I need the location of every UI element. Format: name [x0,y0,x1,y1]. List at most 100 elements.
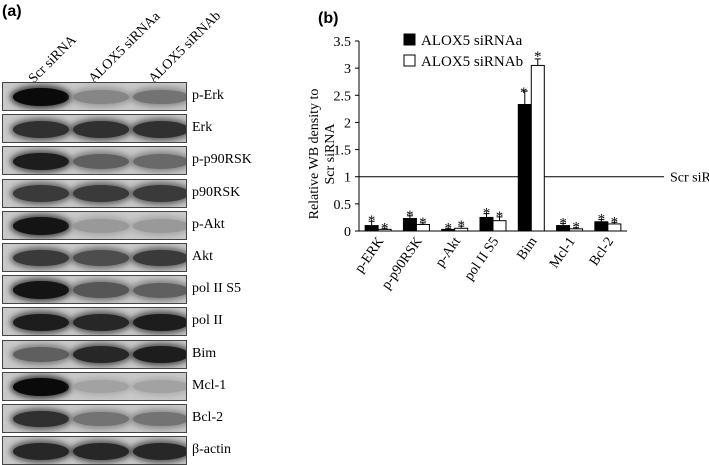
y-tick-label: 3 [344,62,351,77]
legend-label: ALOX5 siRNAb [421,54,523,70]
x-tick-label: p-Akt [433,235,464,270]
significance-marker: * [611,214,619,230]
blot-row [2,339,187,369]
significance-marker: * [572,220,580,236]
blot-band [73,442,129,460]
blot-band [13,281,69,300]
significance-marker: * [534,49,542,65]
blot-row [2,210,187,240]
blot-band [133,120,186,138]
blot-band [13,185,69,202]
blot-band [133,153,186,169]
blot-band [73,153,129,170]
x-tick-label: Bim [514,235,540,263]
y-tick-label: 2 [344,116,351,131]
significance-marker: * [559,215,567,231]
significance-marker: * [520,85,528,101]
legend-swatch [403,54,416,67]
blot-label: Akt [192,249,213,264]
blot-band [73,313,129,331]
bar [517,104,532,232]
blot-band [133,380,186,394]
blot-row [2,114,187,144]
blot-row [2,243,187,272]
blot-label: Bcl-2 [192,410,224,425]
blot-label: p90RSK [192,184,241,200]
x-tick-label: Mcl-1 [547,235,579,272]
blot-row [2,82,187,111]
legend-label: ALOX5 siRNAa [421,33,523,49]
blot-label: pol II [192,313,223,329]
significance-marker: * [419,215,427,231]
significance-marker: * [368,213,376,229]
y-tick-label: 0 [344,225,351,240]
legend-swatch [403,33,416,46]
blot-band [13,152,69,171]
x-tick-label: p-ERK [352,235,387,276]
blot-band [13,88,69,106]
x-tick-label: pol II S5 [462,235,502,284]
blot-band [13,249,69,267]
blot-row [2,436,187,465]
blot-band [133,345,186,364]
significance-marker: * [496,209,504,225]
blot-band [133,185,186,202]
blot-band [73,411,129,427]
blot-label: Erk [192,120,213,136]
blot-label: p-Akt [192,216,225,232]
blot-band [73,185,129,202]
blot-band [73,346,129,364]
reference-line-label: Scr siRNA [670,171,709,186]
blot-band [13,216,69,235]
y-tick-label: 2.5 [334,89,352,104]
blot-row [2,307,187,337]
blot-band [13,313,69,332]
y-tick-label: 0.5 [334,198,352,213]
blot-label: p-Erk [192,88,224,103]
y-axis-label: Relative WB density toScr siRNA [307,89,338,220]
blot-band [133,282,186,298]
blot-band [73,282,129,298]
significance-marker: * [483,206,491,222]
blot-band [133,313,186,332]
blot-row [2,146,187,176]
significance-marker: * [444,220,452,236]
y-tick-label: 3.5 [334,35,352,50]
blot-band [133,89,186,105]
blot-band [13,442,69,460]
panel-b-label: (b) [318,10,339,27]
blot-label: β-actin [192,442,231,458]
blot-band [133,411,186,427]
blot-label: p-p90RSK [192,152,252,168]
panel-a-label: (a) [2,3,22,20]
x-tick-label: Bcl-2 [587,235,617,269]
blot-band [73,120,129,138]
blot-band [73,250,129,266]
blot-row [2,404,187,433]
blot-row [2,371,187,401]
blot-band [133,442,186,460]
significance-marker: * [457,218,465,234]
blot-label: pol II S5 [192,281,241,297]
lane-label: Scr siRNA [26,32,80,87]
blot-band [13,346,69,363]
significance-marker: * [598,212,606,228]
blot-row [2,275,187,305]
blot-band [13,120,69,138]
blot-band [13,377,69,396]
blot-band [133,249,186,267]
blot-band [73,380,129,394]
blot-label: Bim [192,345,217,361]
blot-label: Mcl-1 [192,377,227,393]
bar-chart: 0 0.5 1 1.5 2 2.5 3 3.5 Relative WB density toSc… [307,33,709,292]
blot-band [73,89,129,105]
significance-marker: * [406,208,414,224]
significance-marker: * [381,220,389,236]
blot-band [13,410,69,428]
blot-row [2,178,187,208]
blot-band [73,219,129,233]
blot-band [133,219,186,233]
bar [530,64,545,232]
y-tick-label: 1.5 [334,144,352,159]
y-tick-label: 1 [344,171,351,186]
